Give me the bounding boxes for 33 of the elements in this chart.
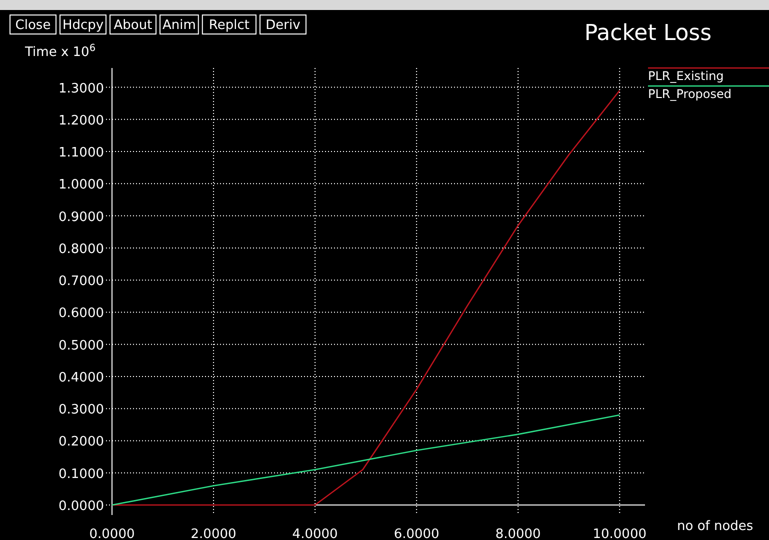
button: Deriv: [260, 14, 306, 34]
text: PLR_Existing: [648, 69, 724, 83]
line-series: [111, 414, 620, 506]
y-tick-label: 1.0000: [58, 178, 104, 193]
y-tick-label: 0.4000: [58, 370, 104, 386]
x-tick-label: 8.0000: [495, 527, 541, 540]
x-tick-label: 10.0000: [592, 527, 646, 540]
x-tick-label: 4.0000: [292, 527, 338, 540]
x-tick-label: 2.0000: [190, 527, 236, 540]
button: Anim: [160, 14, 199, 34]
y-tick-label: 0.8000: [58, 242, 104, 257]
x-axis-title: no of nodes: [677, 519, 754, 534]
line-series: [111, 90, 620, 506]
x-tick-label: 0.0000: [89, 527, 135, 540]
y-tick-label: 0.6000: [58, 306, 104, 322]
button: Replct: [202, 14, 256, 34]
button: About: [110, 14, 156, 34]
y-tick-label: 0.9000: [58, 210, 104, 225]
button: Close: [10, 14, 56, 34]
y-tick-label: 0.2000: [58, 434, 104, 450]
button: Hdcpy: [60, 14, 106, 34]
y-tick-label: 1.3000: [58, 81, 104, 96]
y-tick-label: 1.2000: [58, 113, 104, 128]
y-tick-label: 0.7000: [58, 274, 104, 290]
y-axis-title: Time x 10$^{6}$: [24, 42, 96, 60]
y-tick-label: 0.3000: [58, 402, 104, 418]
text: PLR_Proposed: [648, 87, 732, 101]
y-tick-label: 0.0000: [58, 499, 104, 514]
y-tick-label: 0.5000: [58, 338, 104, 354]
chart-title: Packet Loss: [584, 21, 712, 46]
x-tick-label: 6.0000: [394, 527, 440, 540]
y-tick-label: 1.1000: [58, 146, 104, 161]
y-tick-label: 0.1000: [58, 466, 104, 482]
